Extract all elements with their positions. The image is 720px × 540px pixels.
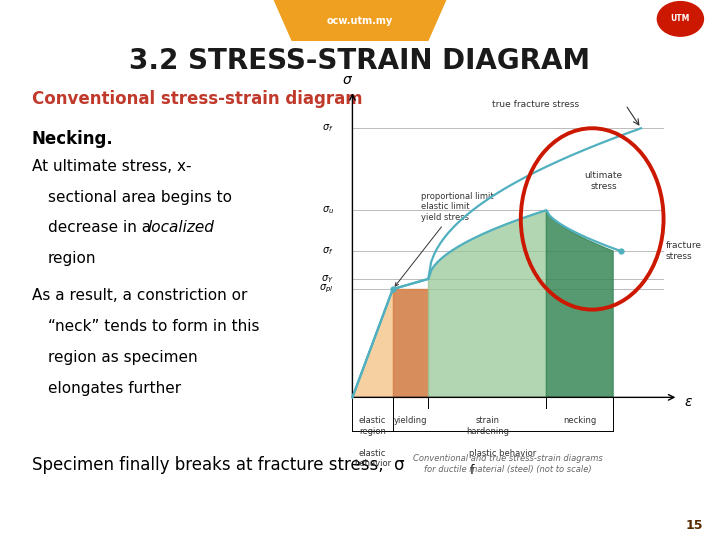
- Text: $\sigma_u$: $\sigma_u$: [322, 204, 334, 216]
- Text: $\sigma$: $\sigma$: [342, 73, 354, 87]
- Text: fracture
stress: fracture stress: [666, 241, 702, 261]
- Text: $\sigma_Y$: $\sigma_Y$: [321, 273, 334, 285]
- Text: decrease in a: decrease in a: [48, 220, 156, 235]
- Text: Specimen finally breaks at fracture stress,  σ: Specimen finally breaks at fracture stre…: [32, 456, 405, 474]
- Text: region as specimen: region as specimen: [48, 350, 197, 365]
- Text: $\sigma_{pl}$: $\sigma_{pl}$: [320, 283, 334, 295]
- Text: yielding: yielding: [394, 416, 428, 426]
- Circle shape: [657, 2, 703, 36]
- Text: elastic
behavior: elastic behavior: [354, 449, 391, 468]
- Text: At ultimate stress, x-: At ultimate stress, x-: [32, 159, 192, 174]
- Text: Conventional stress-strain diagram: Conventional stress-strain diagram: [32, 90, 362, 108]
- Text: proportional limit
elastic limit
yield stress: proportional limit elastic limit yield s…: [395, 192, 493, 286]
- Text: “neck” tends to form in this: “neck” tends to form in this: [48, 319, 259, 334]
- Text: Conventional and true stress-strain diagrams
for ductile material (steel) (not t: Conventional and true stress-strain diag…: [413, 454, 603, 474]
- Text: $\sigma_f$: $\sigma_f$: [323, 123, 334, 134]
- Text: localized: localized: [147, 220, 214, 235]
- Text: 3.2 STRESS-STRAIN DIAGRAM: 3.2 STRESS-STRAIN DIAGRAM: [130, 47, 590, 75]
- Text: true fracture stress: true fracture stress: [492, 100, 579, 110]
- Text: necking: necking: [563, 416, 596, 426]
- Text: As a result, a constriction or: As a result, a constriction or: [32, 288, 247, 303]
- Text: plastic behavior: plastic behavior: [469, 449, 536, 457]
- Polygon shape: [274, 0, 446, 41]
- Text: ocw.utm.my: ocw.utm.my: [327, 16, 393, 25]
- Text: sectional area begins to: sectional area begins to: [48, 190, 232, 205]
- Polygon shape: [546, 210, 613, 397]
- Text: region: region: [48, 251, 96, 266]
- Text: f: f: [469, 464, 474, 477]
- Text: elongates further: elongates further: [48, 381, 181, 396]
- Text: UTM: UTM: [671, 15, 690, 23]
- Polygon shape: [428, 210, 546, 397]
- Polygon shape: [393, 289, 428, 397]
- Polygon shape: [352, 289, 393, 397]
- Text: elastic
region: elastic region: [359, 416, 387, 436]
- Text: $\varepsilon$: $\varepsilon$: [685, 395, 693, 409]
- Text: Necking.: Necking.: [32, 130, 114, 148]
- Text: ultimate
stress: ultimate stress: [585, 171, 623, 191]
- Text: 15: 15: [686, 518, 703, 532]
- Text: strain
hardening: strain hardening: [466, 416, 509, 436]
- Text: $\sigma_f$: $\sigma_f$: [323, 245, 334, 257]
